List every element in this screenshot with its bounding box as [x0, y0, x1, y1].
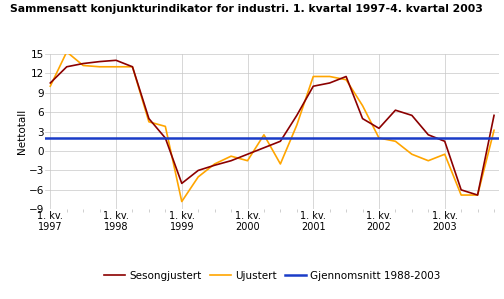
- Sesongjustert: [179, 181, 185, 185]
- Sesongjustert: [162, 136, 168, 140]
- Ujustert: [261, 133, 267, 137]
- Ujustert: [228, 154, 234, 158]
- Sesongjustert: [195, 169, 201, 172]
- Ujustert: [475, 193, 481, 197]
- Line: Ujustert: Ujustert: [50, 52, 494, 202]
- Ujustert: [244, 159, 250, 163]
- Ujustert: [343, 78, 349, 82]
- Ujustert: [97, 65, 103, 68]
- Ujustert: [162, 125, 168, 128]
- Gjennomsnitt 1988-2003: [47, 136, 53, 140]
- Legend: Sesongjustert, Ujustert, Gjennomsnitt 1988-2003: Sesongjustert, Ujustert, Gjennomsnitt 19…: [100, 267, 445, 285]
- Ujustert: [294, 123, 300, 127]
- Ujustert: [47, 84, 53, 88]
- Ujustert: [491, 129, 497, 132]
- Sesongjustert: [376, 126, 382, 130]
- Sesongjustert: [294, 114, 300, 117]
- Ujustert: [327, 75, 333, 78]
- Sesongjustert: [97, 60, 103, 63]
- Sesongjustert: [113, 59, 119, 62]
- Ujustert: [310, 75, 317, 78]
- Sesongjustert: [47, 81, 53, 85]
- Ujustert: [277, 162, 283, 166]
- Sesongjustert: [80, 62, 86, 65]
- Sesongjustert: [409, 114, 415, 117]
- Sesongjustert: [146, 117, 152, 120]
- Sesongjustert: [475, 193, 481, 197]
- Sesongjustert: [244, 152, 250, 156]
- Ujustert: [425, 159, 431, 163]
- Ujustert: [195, 175, 201, 179]
- Ujustert: [64, 50, 70, 54]
- Y-axis label: Nettotall: Nettotall: [17, 109, 27, 154]
- Sesongjustert: [277, 139, 283, 143]
- Ujustert: [212, 162, 218, 166]
- Ujustert: [146, 120, 152, 124]
- Sesongjustert: [393, 109, 399, 112]
- Sesongjustert: [343, 75, 349, 78]
- Sesongjustert: [327, 81, 333, 85]
- Sesongjustert: [425, 133, 431, 137]
- Sesongjustert: [359, 117, 365, 120]
- Ujustert: [458, 193, 464, 197]
- Sesongjustert: [228, 159, 234, 163]
- Gjennomsnitt 1988-2003: [64, 136, 70, 140]
- Ujustert: [80, 64, 86, 67]
- Sesongjustert: [442, 139, 448, 143]
- Text: Sammensatt konjunkturindikator for industri. 1. kvartal 1997-4. kvartal 2003: Sammensatt konjunkturindikator for indus…: [10, 4, 483, 14]
- Sesongjustert: [212, 164, 218, 167]
- Ujustert: [393, 139, 399, 143]
- Sesongjustert: [261, 146, 267, 150]
- Sesongjustert: [458, 188, 464, 192]
- Ujustert: [179, 200, 185, 203]
- Ujustert: [376, 136, 382, 140]
- Ujustert: [130, 65, 136, 68]
- Ujustert: [409, 152, 415, 156]
- Line: Sesongjustert: Sesongjustert: [50, 60, 494, 195]
- Sesongjustert: [130, 65, 136, 68]
- Sesongjustert: [64, 65, 70, 68]
- Sesongjustert: [491, 114, 497, 117]
- Ujustert: [359, 104, 365, 107]
- Sesongjustert: [310, 84, 317, 88]
- Ujustert: [113, 65, 119, 68]
- Ujustert: [442, 152, 448, 156]
